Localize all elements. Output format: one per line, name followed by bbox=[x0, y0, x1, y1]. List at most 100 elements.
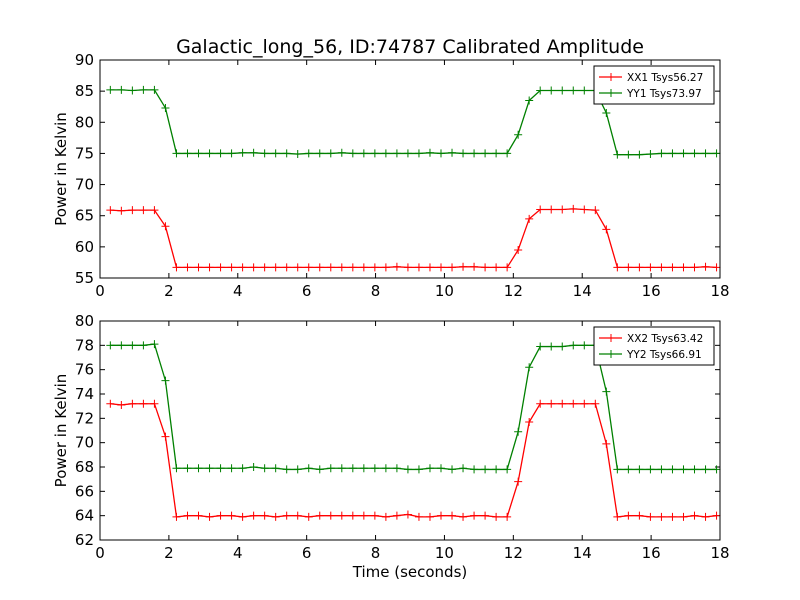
data-point bbox=[216, 263, 225, 272]
data-point bbox=[569, 204, 578, 213]
data-point bbox=[326, 149, 335, 158]
data-point bbox=[359, 511, 368, 520]
x-tick-label: 16 bbox=[642, 544, 661, 562]
data-point bbox=[337, 464, 346, 473]
data-point bbox=[271, 512, 280, 521]
data-point bbox=[238, 148, 247, 157]
y-tick-label: 78 bbox=[75, 336, 94, 354]
legend-marker bbox=[607, 350, 615, 358]
data-point bbox=[392, 511, 401, 520]
data-point bbox=[414, 465, 423, 474]
data-point bbox=[602, 387, 611, 396]
data-point bbox=[216, 511, 225, 520]
data-point bbox=[249, 148, 258, 157]
data-point bbox=[646, 512, 655, 521]
data-point bbox=[624, 263, 633, 272]
data-point bbox=[194, 511, 203, 520]
data-point bbox=[558, 342, 567, 351]
data-point bbox=[580, 399, 589, 408]
legend-entry: YY1 Tsys73.97 bbox=[599, 88, 702, 100]
data-point bbox=[403, 263, 412, 272]
data-point bbox=[569, 86, 578, 95]
data-point bbox=[359, 464, 368, 473]
data-point bbox=[657, 512, 666, 521]
data-point bbox=[657, 149, 666, 158]
legend-label: YY1 Tsys73.97 bbox=[626, 88, 702, 100]
series-2 bbox=[106, 85, 721, 159]
data-point bbox=[282, 149, 291, 158]
x-tick-label: 0 bbox=[95, 282, 105, 300]
data-point bbox=[249, 463, 258, 471]
legend-label: XX2 Tsys63.42 bbox=[627, 333, 703, 345]
y-tick-label: 68 bbox=[75, 458, 94, 476]
data-point bbox=[690, 511, 699, 520]
data-point bbox=[348, 149, 357, 158]
data-point bbox=[403, 465, 412, 474]
data-point bbox=[227, 511, 236, 520]
x-tick-label: 8 bbox=[371, 544, 381, 562]
data-point bbox=[150, 85, 159, 94]
data-point bbox=[514, 427, 523, 436]
data-point bbox=[492, 149, 501, 158]
legend-entry: XX1 Tsys56.27 bbox=[599, 72, 703, 84]
data-point bbox=[448, 465, 457, 474]
data-point bbox=[492, 263, 501, 272]
x-tick-label: 2 bbox=[164, 544, 174, 562]
data-point bbox=[414, 263, 423, 272]
data-point bbox=[205, 149, 214, 158]
data-point bbox=[260, 149, 269, 158]
data-point bbox=[337, 263, 346, 272]
y-tick-label: 60 bbox=[75, 238, 94, 256]
data-point bbox=[128, 86, 137, 95]
data-point bbox=[150, 340, 159, 349]
data-point bbox=[249, 263, 258, 272]
data-point bbox=[293, 511, 302, 520]
x-tick-label: 10 bbox=[435, 544, 454, 562]
data-point bbox=[106, 206, 115, 215]
data-point bbox=[492, 512, 501, 521]
data-point bbox=[139, 85, 148, 94]
data-point bbox=[238, 512, 247, 521]
subplot-1: 0 2 4 6 8 10 12 14 16 18 55 60 65 70 75 80 85 90 Power in … bbox=[52, 51, 730, 300]
data-point bbox=[668, 263, 677, 272]
data-point bbox=[525, 417, 534, 426]
data-point bbox=[503, 512, 512, 521]
y-tick-label: 90 bbox=[75, 51, 94, 69]
data-point bbox=[183, 263, 192, 272]
data-point bbox=[381, 263, 390, 272]
data-point bbox=[448, 263, 457, 272]
data-point bbox=[602, 439, 611, 448]
legend: XX2 Tsys63.42 YY2 Tsys66.91 bbox=[593, 326, 715, 366]
data-point bbox=[194, 149, 203, 158]
data-point bbox=[392, 464, 401, 473]
data-point bbox=[293, 150, 302, 159]
data-point bbox=[481, 465, 490, 474]
y-tick-label: 80 bbox=[75, 113, 94, 131]
x-tick-label: 6 bbox=[302, 544, 312, 562]
data-point bbox=[525, 96, 534, 105]
x-tick-label: 0 bbox=[95, 544, 105, 562]
subplot-2: 0 2 4 6 8 10 12 14 16 1862646668707274767880Power… bbox=[52, 312, 730, 581]
data-point bbox=[117, 341, 126, 350]
data-point bbox=[392, 149, 401, 158]
data-point bbox=[690, 465, 699, 474]
data-point bbox=[459, 149, 468, 158]
data-point bbox=[613, 512, 622, 521]
data-point bbox=[558, 86, 567, 95]
data-point bbox=[701, 512, 710, 521]
x-tick-label: 18 bbox=[710, 544, 729, 562]
data-point bbox=[635, 511, 644, 520]
data-point bbox=[348, 511, 357, 520]
data-point bbox=[690, 263, 699, 272]
data-point bbox=[183, 511, 192, 520]
data-point bbox=[547, 399, 556, 408]
data-point bbox=[216, 464, 225, 473]
data-point bbox=[701, 262, 710, 271]
legend-marker bbox=[607, 89, 615, 97]
data-point bbox=[481, 511, 490, 520]
data-point bbox=[624, 150, 633, 159]
data-point bbox=[260, 263, 269, 272]
data-point bbox=[602, 108, 611, 117]
legend-marker bbox=[607, 73, 615, 81]
data-point bbox=[646, 465, 655, 474]
